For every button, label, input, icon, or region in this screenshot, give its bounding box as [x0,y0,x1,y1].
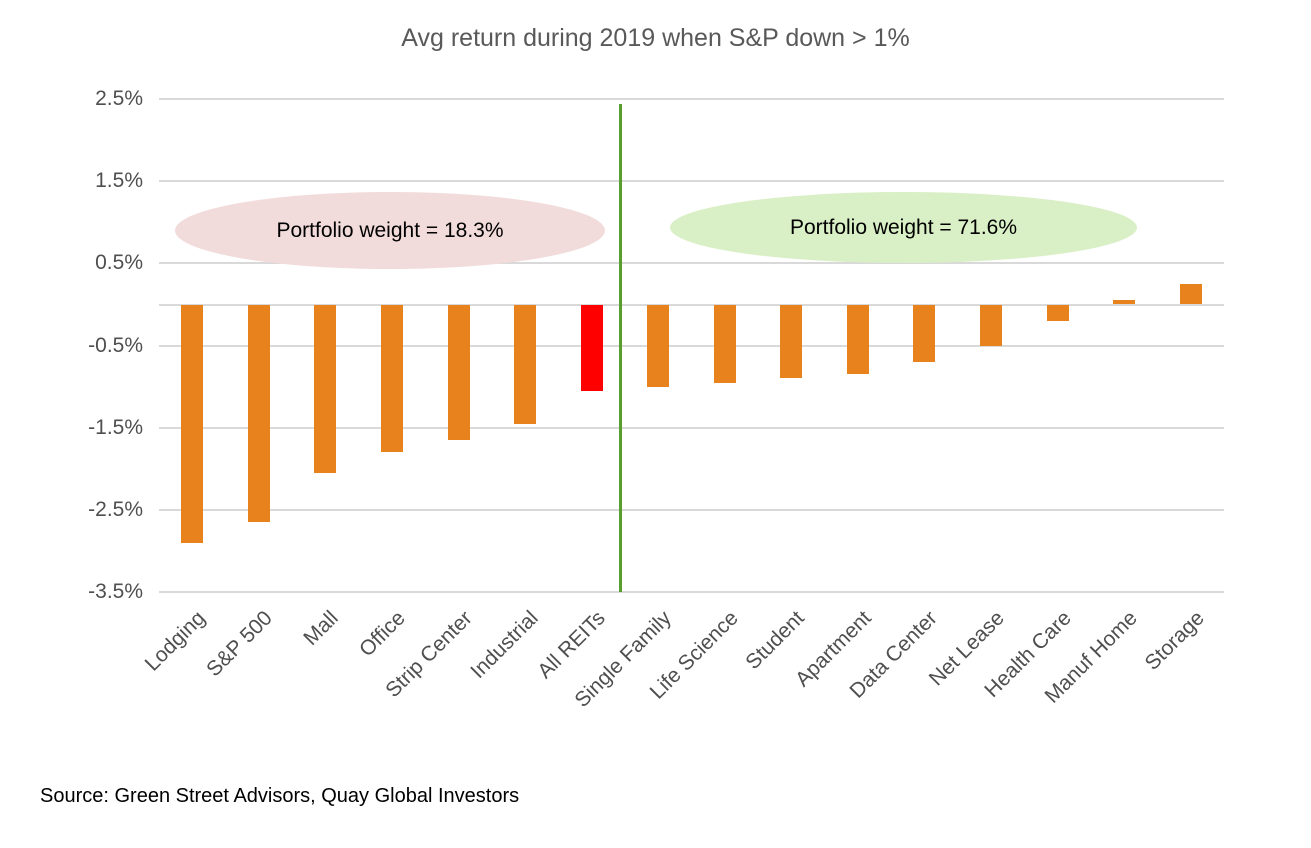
bar-s-p-500 [247,304,270,523]
bar-apartment [846,304,869,375]
bar-net-lease [980,304,1003,346]
y-axis-tick-label: 2.5% [95,87,143,110]
gridline [159,344,1224,347]
bar-storage [1179,283,1202,305]
y-axis-tick-label: -3.5% [88,580,143,604]
bar-all-reits [580,304,603,391]
bar-mall [314,304,337,473]
portfolio-weight-annotation-left: Portfolio weight = 18.3% [175,192,605,269]
gridline [159,98,1224,100]
portfolio-divider-line [619,104,622,592]
bar-health-care [1046,304,1069,321]
bar-life-science [713,304,736,383]
y-axis-tick-label: -2.5% [88,498,143,521]
portfolio-weight-annotation-left-label: Portfolio weight = 18.3% [276,218,504,242]
portfolio-weight-annotation-right-label: Portfolio weight = 71.6% [789,215,1018,239]
bar-strip-center [447,304,470,441]
bar-single-family [647,304,670,387]
gridline [159,509,1224,511]
zero-axis-line [159,303,1224,306]
gridline [159,262,1224,265]
bar-office [380,304,403,453]
source-text: Source: Green Street Advisors, Quay Glob… [40,785,520,807]
bar-lodging [181,304,204,543]
bar-manuf-home [1113,300,1136,305]
gridline [159,591,1224,594]
bar-data-center [913,304,936,363]
chart-title: Avg return during 2019 when S&P down > 1… [401,24,910,52]
bar-student [780,304,803,379]
gridline [159,426,1224,429]
gridline [159,180,1224,183]
y-axis-tick-label: -0.5% [88,333,143,357]
bar-industrial [514,304,537,424]
y-axis-tick-label: -1.5% [88,415,143,439]
y-axis-tick-label: 0.5% [95,251,143,275]
portfolio-weight-annotation-right: Portfolio weight = 71.6% [670,192,1137,263]
y-axis-tick-label: 1.5% [95,169,143,193]
